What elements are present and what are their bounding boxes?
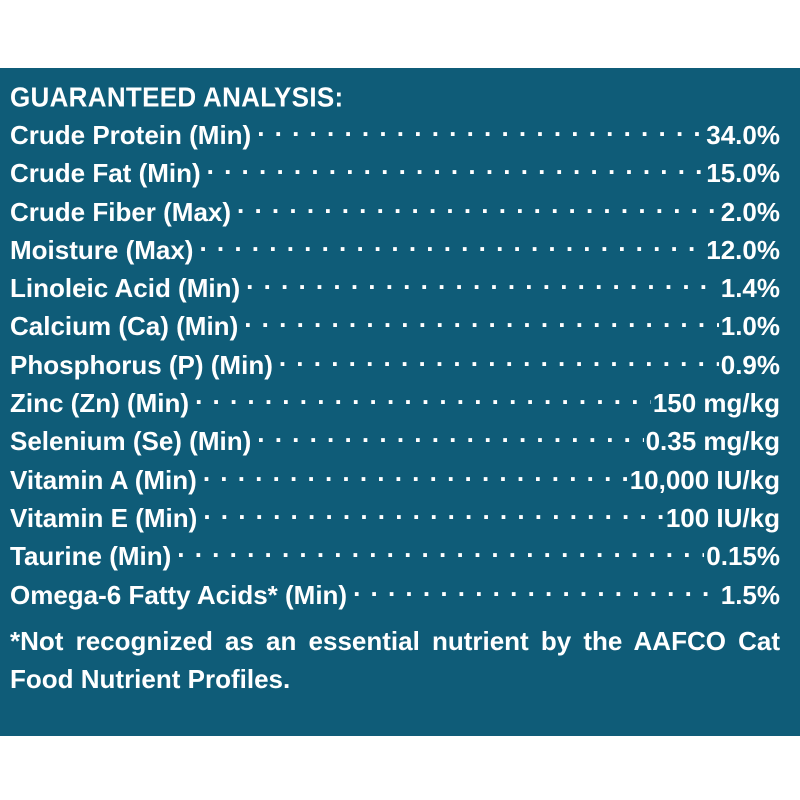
nutrient-value: 12.0% xyxy=(706,234,780,265)
guaranteed-analysis-panel: GUARANTEED ANALYSIS: Crude Protein (Min)… xyxy=(0,68,800,736)
nutrient-label: Phosphorus (P) (Min) xyxy=(10,349,273,380)
analysis-row: Omega-6 Fatty Acids* (Min) 1.5% xyxy=(10,574,780,612)
nutrient-label: Taurine (Min) xyxy=(10,541,172,572)
dot-leader xyxy=(242,267,719,297)
analysis-row: Linoleic Acid (Min) 1.4% xyxy=(10,267,780,305)
analysis-row: Crude Fat (Min) 15.0% xyxy=(10,152,780,190)
nutrient-label: Crude Fat (Min) xyxy=(10,158,201,189)
dot-leader xyxy=(233,191,719,221)
dot-leader xyxy=(275,344,719,374)
nutrient-label: Calcium (Ca) (Min) xyxy=(10,311,239,342)
analysis-row: Phosphorus (P) (Min) 0.9% xyxy=(10,344,780,382)
nutrient-value: 0.35 mg/kg xyxy=(645,426,780,457)
nutrient-value: 10,000 IU/kg xyxy=(629,464,780,495)
nutrient-value: 0.9% xyxy=(720,349,780,380)
nutrient-label: Crude Fiber (Max) xyxy=(10,196,232,227)
dot-leader xyxy=(199,497,664,527)
dot-leader xyxy=(195,229,704,259)
dot-leader xyxy=(191,382,651,412)
nutrient-value: 1.0% xyxy=(720,311,780,342)
dot-leader xyxy=(173,535,704,565)
analysis-table: Crude Protein (Min) 34.0% Crude Fat (Min… xyxy=(10,114,780,612)
dot-leader xyxy=(253,114,704,144)
panel-heading: GUARANTEED ANALYSIS: xyxy=(10,80,344,114)
analysis-row: Crude Fiber (Max) 2.0% xyxy=(10,191,780,229)
nutrient-value: 2.0% xyxy=(720,196,780,227)
nutrient-value: 1.5% xyxy=(720,579,780,610)
nutrient-value: 150 mg/kg xyxy=(652,388,780,419)
nutrient-label: Vitamin E (Min) xyxy=(10,502,198,533)
dot-leader xyxy=(203,152,705,182)
nutrient-label: Zinc (Zn) (Min) xyxy=(10,388,190,419)
nutrient-label: Moisture (Max) xyxy=(10,234,194,265)
nutrient-label: Crude Protein (Min) xyxy=(10,120,252,150)
nutrient-value: 34.0% xyxy=(706,120,780,150)
analysis-row: Vitamin A (Min) 10,000 IU/kg xyxy=(10,459,780,497)
nutrient-label: Omega-6 Fatty Acids* (Min) xyxy=(10,579,348,610)
nutrient-label: Selenium (Se) (Min) xyxy=(10,426,252,457)
analysis-row: Vitamin E (Min) 100 IU/kg xyxy=(10,497,780,535)
dot-leader xyxy=(240,305,719,335)
nutrient-label: Vitamin A (Min) xyxy=(10,464,197,495)
footnote: *Not recognized as an essential nutrient… xyxy=(10,625,780,694)
nutrient-value: 100 IU/kg xyxy=(665,502,780,533)
dot-leader xyxy=(253,420,643,450)
analysis-row: Moisture (Max) 12.0% xyxy=(10,229,780,267)
analysis-row: Taurine (Min) 0.15% xyxy=(10,535,780,573)
nutrient-value: 0.15% xyxy=(706,541,780,572)
dot-leader xyxy=(199,459,628,489)
analysis-row: Crude Protein (Min) 34.0% xyxy=(10,114,780,152)
analysis-row: Zinc (Zn) (Min) 150 mg/kg xyxy=(10,382,780,420)
analysis-row: Selenium (Se) (Min) 0.35 mg/kg xyxy=(10,420,780,458)
nutrient-value: 15.0% xyxy=(706,158,780,189)
nutrient-label: Linoleic Acid (Min) xyxy=(10,273,241,304)
nutrient-value: 1.4% xyxy=(720,273,780,304)
analysis-row: Calcium (Ca) (Min) 1.0% xyxy=(10,305,780,343)
dot-leader xyxy=(349,574,719,604)
